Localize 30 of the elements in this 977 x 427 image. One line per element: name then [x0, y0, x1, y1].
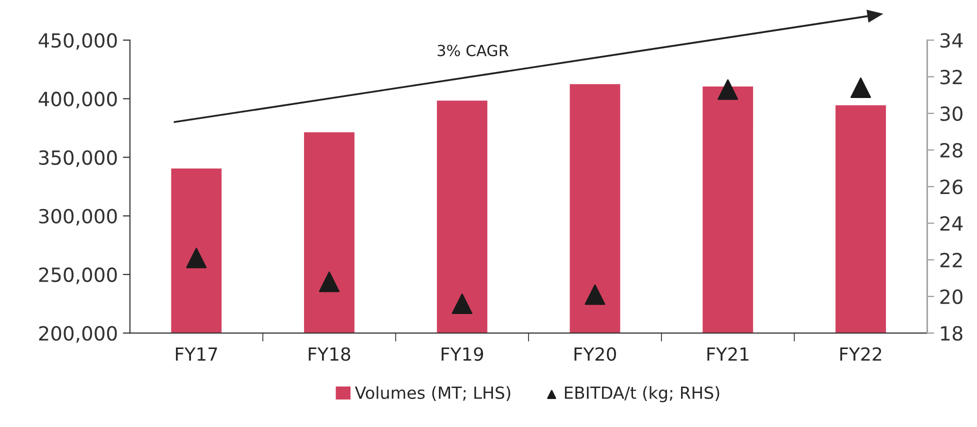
y2-tick-label: 22 [940, 252, 962, 268]
x-tick-label: FY19 [442, 347, 484, 361]
point [850, 77, 872, 98]
y2-tick-label: 32 [940, 70, 962, 84]
y2-tick-label: 26 [940, 180, 962, 194]
x-tick-label: FY22 [840, 347, 882, 361]
y2-tick-label: 30 [940, 106, 962, 122]
point [452, 294, 472, 314]
y-tick-label: 300,000 [39, 208, 117, 226]
y-tick-label: 450,000 [38, 33, 117, 50]
x-tick-label: FY21 [707, 347, 748, 361]
x-tick-label: FY18 [308, 347, 350, 361]
y2-tick-label: 24 [940, 216, 963, 231]
x-tick-label: FY17 [176, 348, 218, 361]
point [584, 284, 606, 305]
y-tick-label: 250,000 [39, 267, 117, 284]
y-tick-label: 350,000 [39, 150, 117, 167]
y-tick-label: 200,000 [39, 326, 117, 343]
point [186, 248, 207, 268]
point [718, 79, 738, 100]
legend-label: EBITDA/t (kg; RHS) [564, 386, 720, 402]
y2-tick-label: 28 [940, 142, 962, 158]
y2-tick-label: 34 [940, 33, 963, 48]
x-tick-label: FY20 [574, 347, 616, 361]
point [318, 272, 340, 292]
legend-label: Volumes (MT; LHS) [354, 386, 510, 401]
y2-tick-label: 18 [941, 326, 962, 341]
y-tick-label: 400,000 [38, 92, 117, 108]
annotation: 3% CAGR [438, 44, 509, 56]
y2-tick-label: 20 [940, 289, 962, 304]
